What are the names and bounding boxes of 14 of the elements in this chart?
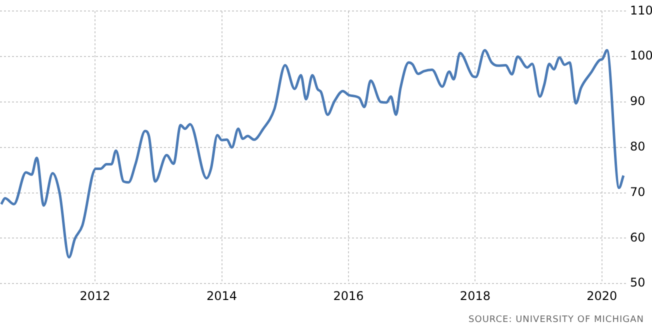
y-tick-label: 50 [630, 276, 646, 290]
line-series [0, 48, 625, 259]
y-tick-label: 110 [630, 3, 652, 18]
x-tick-label: 2012 [80, 288, 110, 303]
y-tick-label: 60 [630, 230, 646, 244]
y-tick-label: 70 [630, 184, 646, 199]
x-tick-label: 2018 [460, 288, 490, 303]
y-tick-label: 90 [630, 94, 646, 108]
y-tick-label: 80 [630, 140, 646, 154]
x-tick-label: 2020 [586, 288, 618, 303]
x-tick-label: 2014 [206, 288, 238, 303]
y-tick-label: 100 [630, 48, 652, 63]
source-note: SOURCE: UNIVERSITY OF MICHIGAN [468, 315, 644, 325]
x-tick-label: 2016 [333, 288, 364, 303]
